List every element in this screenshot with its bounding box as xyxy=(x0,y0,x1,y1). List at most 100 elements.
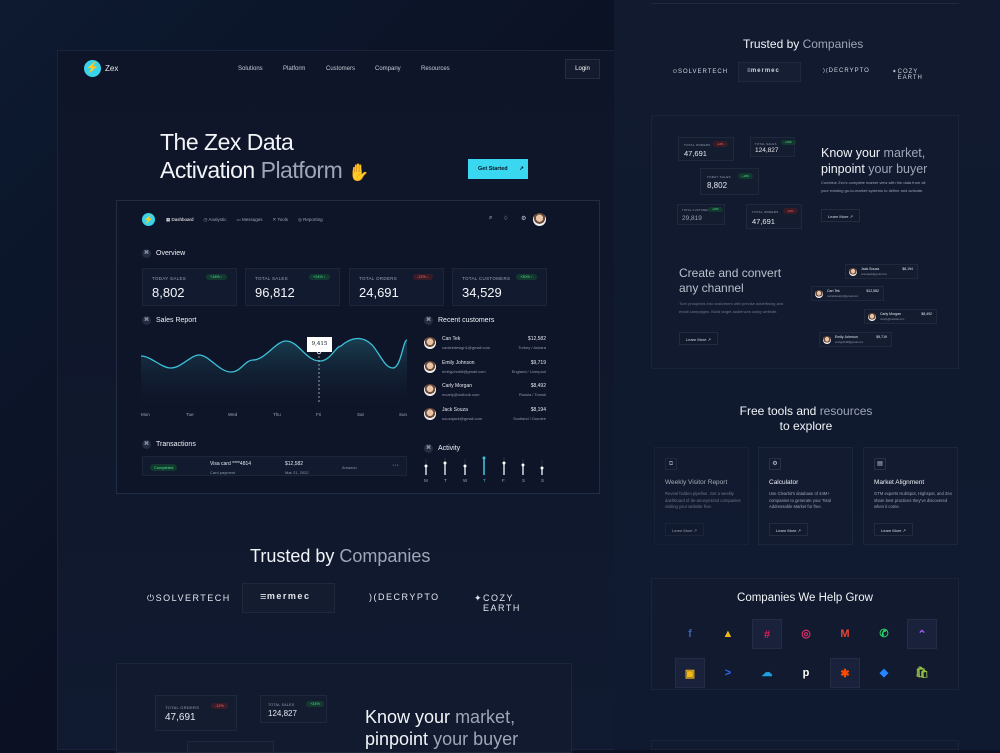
google-drive-icon[interactable]: ▲ xyxy=(722,628,734,640)
tool-learn-more-button[interactable]: Learn More ↗ xyxy=(665,523,704,536)
status-badge: Completed xyxy=(150,464,178,471)
customer-avatar xyxy=(849,268,857,276)
nav-solutions[interactable]: Solutions xyxy=(238,66,263,72)
tool-card-market-alignment[interactable]: ▤ Market Alignment GTM experts HubSpot, … xyxy=(863,447,958,545)
nav-company[interactable]: Company xyxy=(375,66,401,72)
facebook-icon[interactable]: f xyxy=(688,628,692,640)
transaction-row[interactable]: Completed Visa card ****4814 Card paymen… xyxy=(142,456,407,476)
whatsapp-icon[interactable]: ✆ xyxy=(879,628,889,640)
customer-avatar xyxy=(424,361,436,373)
customer-amount: $9,719 xyxy=(530,360,546,366)
activecampaign-icon[interactable]: > xyxy=(724,667,732,679)
tab-messages[interactable]: ▭ Messages xyxy=(236,217,263,222)
salesforce-icon[interactable]: ☁ xyxy=(761,667,773,679)
trusted-title-a: Trusted by xyxy=(250,546,335,566)
hand-wave-icon: ✋ xyxy=(348,163,369,182)
logo-solvertech[interactable]: ⏻ SOLVERTECH xyxy=(673,69,729,75)
logo-decrypto[interactable]: )( DECRYPTO xyxy=(369,592,440,602)
more-options-icon[interactable]: ··· xyxy=(392,462,399,469)
nav-resources[interactable]: Resources xyxy=(421,66,450,72)
sales-line-chart xyxy=(141,337,407,410)
tab-reporting[interactable]: ◎ Reporting xyxy=(297,217,323,222)
know-title-right: Know your market, pinpoint your buyer xyxy=(821,145,927,177)
customer-avatar xyxy=(424,384,436,396)
mini-label: TOTAL CUSTOMERS xyxy=(682,209,712,212)
know-learn-more-button[interactable]: Learn More ↗ xyxy=(821,209,860,222)
logo-decrypto[interactable]: )(DECRYPTO xyxy=(823,68,870,74)
trusted-title: Trusted by Companies xyxy=(250,546,430,567)
search-icon[interactable]: ⌕ xyxy=(489,215,493,221)
mini-label: TODAY SALES xyxy=(707,175,731,179)
customer-name[interactable]: Can Tek xyxy=(442,336,461,342)
customer-email: cantekdesign1@gmail.com xyxy=(442,345,491,350)
customer-name[interactable]: Emily Johnson xyxy=(442,360,475,366)
payment-type: Card payment xyxy=(210,470,236,475)
gear-icon[interactable]: ⚙ xyxy=(521,216,527,222)
know-title: Know your market, pinpoint your buyer xyxy=(365,706,518,750)
tool-learn-more-button[interactable]: Learn More ↗ xyxy=(769,523,808,536)
jira-icon[interactable]: ◆ xyxy=(879,667,889,679)
hero-line-1: The Zex Data xyxy=(160,129,294,155)
tools-title-c: to explore xyxy=(779,419,833,433)
hero-title: The Zex Data Activation Platform ✋ xyxy=(160,128,369,187)
customer-amount: $12,582 xyxy=(527,336,546,342)
slack-icon[interactable]: # xyxy=(752,619,782,649)
logo-mermec[interactable]: ≡ mermec xyxy=(747,68,780,74)
instagram-icon[interactable]: ◎ xyxy=(801,628,811,640)
customer-location: Turkey / Ankara xyxy=(518,345,546,350)
logo-solvertech-text: SOLVERTECH xyxy=(155,593,231,603)
stat-delta-badge: -12% ↓ xyxy=(413,274,433,280)
tools-title-b: resources xyxy=(819,404,873,418)
zex-logo-icon[interactable]: ⚡ xyxy=(84,60,101,77)
x-label: Sun xyxy=(399,412,408,417)
logo-cozy-earth[interactable]: ✦ COZY EARTH xyxy=(892,69,923,81)
tab-analystic[interactable]: ◷ Analystic xyxy=(203,217,227,222)
customer-avatar xyxy=(823,336,831,344)
x-label: Mon xyxy=(141,412,150,417)
activity-bars xyxy=(424,456,544,475)
know-title-c: pinpoint xyxy=(365,729,429,749)
day-label: M xyxy=(424,478,428,483)
chart-tooltip: 9,415 xyxy=(307,337,332,352)
mini-card: TOTAL SALES +24% 124,827 xyxy=(750,137,796,157)
google-meet-icon[interactable]: ▣ xyxy=(675,658,705,688)
tool-learn-more-button[interactable]: Learn More ↗ xyxy=(874,523,913,536)
customer-email: emilyjohnb8@gmail.com xyxy=(442,369,486,374)
day-label: F xyxy=(502,478,505,483)
nav-platform[interactable]: Platform xyxy=(283,66,306,72)
recent-customers-header: ⌘ Recent customers xyxy=(424,316,494,325)
create-learn-more-button[interactable]: Learn More ↗ xyxy=(679,332,718,345)
logo-mermec[interactable]: ≡ mermec xyxy=(260,591,311,603)
shopify-icon[interactable]: 🛍 xyxy=(915,667,929,679)
logo-solvertech[interactable]: ⏻ SOLVERTECH xyxy=(147,593,231,603)
learn-more-label: Learn More xyxy=(828,214,849,219)
logo-cozy-earth[interactable]: ✦ COZY EARTH xyxy=(474,593,521,613)
bell-icon[interactable]: ♢ xyxy=(503,216,509,222)
stat-card-total-orders: TOTAL ORDERS -12% ↓ 24,691 xyxy=(349,268,444,306)
tools-title: Free tools and resources to explore xyxy=(700,404,912,434)
tool-card-weekly-visitor-report[interactable]: ⧉ Weekly Visitor Report Reveal hidden pi… xyxy=(654,447,749,545)
customer-name: Carly Morgan xyxy=(880,312,902,316)
tab-reporting-label: Reporting xyxy=(303,217,323,222)
clickup-icon[interactable]: ⌃ xyxy=(907,619,937,649)
merchant: Amazon xyxy=(342,465,357,470)
create-title-a: Create and convert xyxy=(679,266,782,280)
user-avatar[interactable] xyxy=(533,213,546,226)
dashboard-logo-icon: ⚡ xyxy=(142,213,155,226)
customer-name[interactable]: Jack Souza xyxy=(442,407,468,413)
login-button[interactable]: Login xyxy=(565,59,600,79)
tab-tools[interactable]: ✕ Tools xyxy=(272,217,288,222)
customer-amount: $8,194 xyxy=(530,407,546,413)
customer-name[interactable]: Carly Morgan xyxy=(442,383,473,389)
zapier-icon[interactable]: ✱ xyxy=(830,658,860,688)
gmail-icon[interactable]: M xyxy=(840,628,850,640)
nav-customers[interactable]: Customers xyxy=(326,66,356,72)
get-started-button[interactable]: Get Started ↗ xyxy=(468,159,528,179)
tool-card-calculator[interactable]: ⚙ Calculator Use Clearbit's database of … xyxy=(758,447,853,545)
mini-card-orders: TOTAL ORDERS -12% 47,691 xyxy=(155,695,237,731)
day-label: S xyxy=(541,478,545,483)
stat-label: TOTAL CUSTOMERS xyxy=(462,276,511,281)
customer-email: cantekdesign1@gmail.com xyxy=(827,295,859,298)
pipedrive-icon[interactable]: p xyxy=(802,667,810,679)
tab-dashboard[interactable]: ▦ Dashboard xyxy=(166,217,194,222)
